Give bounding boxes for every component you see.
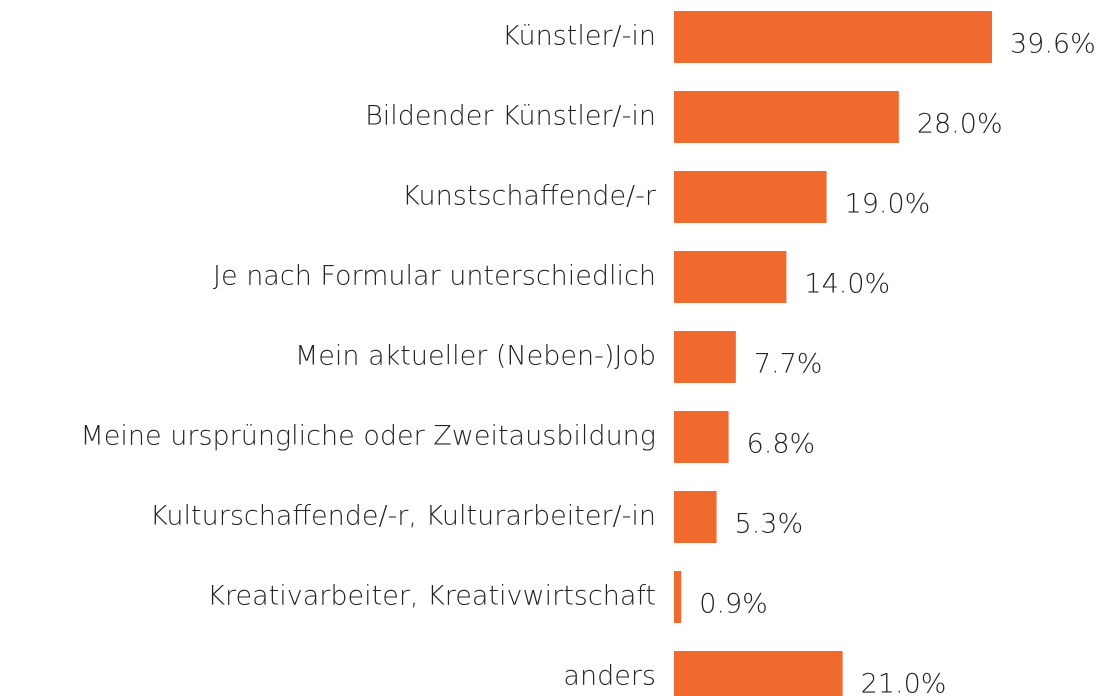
bar xyxy=(674,651,843,696)
value-label: 6.8% xyxy=(747,429,816,460)
value-label: 39.6% xyxy=(1010,29,1096,60)
bar xyxy=(674,91,899,143)
value-label: 5.3% xyxy=(735,509,804,540)
bar xyxy=(674,331,736,383)
category-label: Kunstschaffende/-r xyxy=(402,181,657,212)
category-label: Kreativarbeiter, Kreativwirtschaft xyxy=(207,581,656,612)
category-label: Mein aktueller (Neben-)Job xyxy=(295,341,656,372)
value-label: 19.0% xyxy=(845,189,931,220)
value-label: 7.7% xyxy=(754,349,823,380)
value-label: 14.0% xyxy=(804,269,890,300)
bar xyxy=(674,251,787,303)
bar xyxy=(674,491,717,543)
value-label: 21.0% xyxy=(861,669,947,696)
bar xyxy=(674,11,992,63)
bar xyxy=(674,171,827,223)
value-label: 0.9% xyxy=(699,589,768,620)
value-label: 28.0% xyxy=(917,109,1003,140)
category-label: Bildender Künstler/-in xyxy=(365,101,656,132)
category-label: anders xyxy=(563,661,656,692)
bar xyxy=(674,571,682,623)
category-label: Kulturschaffende/-r, Kulturarbeiter/-in xyxy=(150,501,656,532)
category-label: Je nach Formular unterschiedlich xyxy=(213,261,656,292)
bar xyxy=(674,411,729,463)
category-label: Künstler/-in xyxy=(502,21,656,52)
category-label: Meine ursprüngliche oder Zweitausbildung xyxy=(81,421,656,452)
